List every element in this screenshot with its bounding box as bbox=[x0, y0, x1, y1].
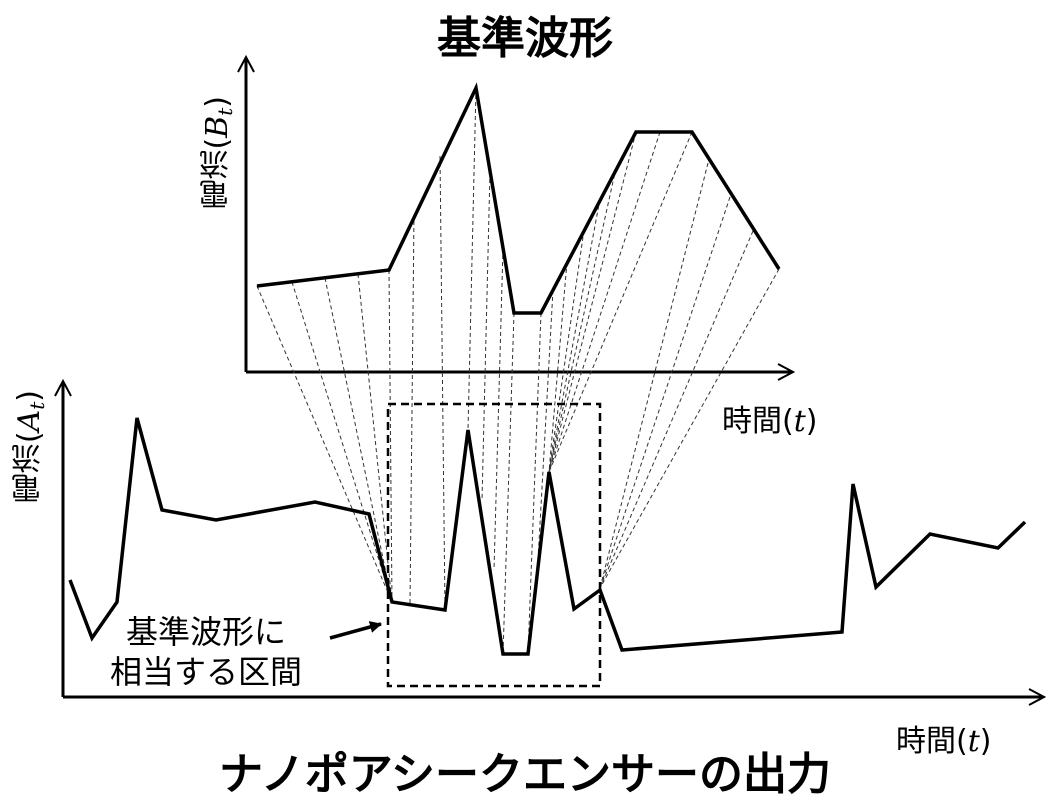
top-y-axis-label: 電流(Bt) bbox=[200, 96, 237, 210]
bottom-x-axis-label: 時間(t) bbox=[896, 724, 992, 759]
alignment-lines bbox=[256, 87, 780, 655]
nanopore-output-waveform bbox=[68, 417, 1027, 656]
bottom-y-axis-label: 電流(At) bbox=[12, 390, 49, 504]
top-x-axis-label: 時間(t) bbox=[722, 404, 818, 439]
annotation-line-1: 基準波形に bbox=[126, 613, 287, 651]
nanopore-output-title: ナノポアシークエンサーの出力 bbox=[218, 749, 832, 800]
matched-interval-annotation: 基準波形に 相当する区間 bbox=[110, 612, 302, 692]
matched-interval-box bbox=[386, 402, 602, 688]
annotation-arrow bbox=[329, 621, 382, 640]
reference-waveform-title: 基準波形 bbox=[437, 13, 613, 64]
reference-waveform bbox=[256, 82, 781, 315]
annotation-line-2: 相当する区間 bbox=[110, 653, 303, 691]
